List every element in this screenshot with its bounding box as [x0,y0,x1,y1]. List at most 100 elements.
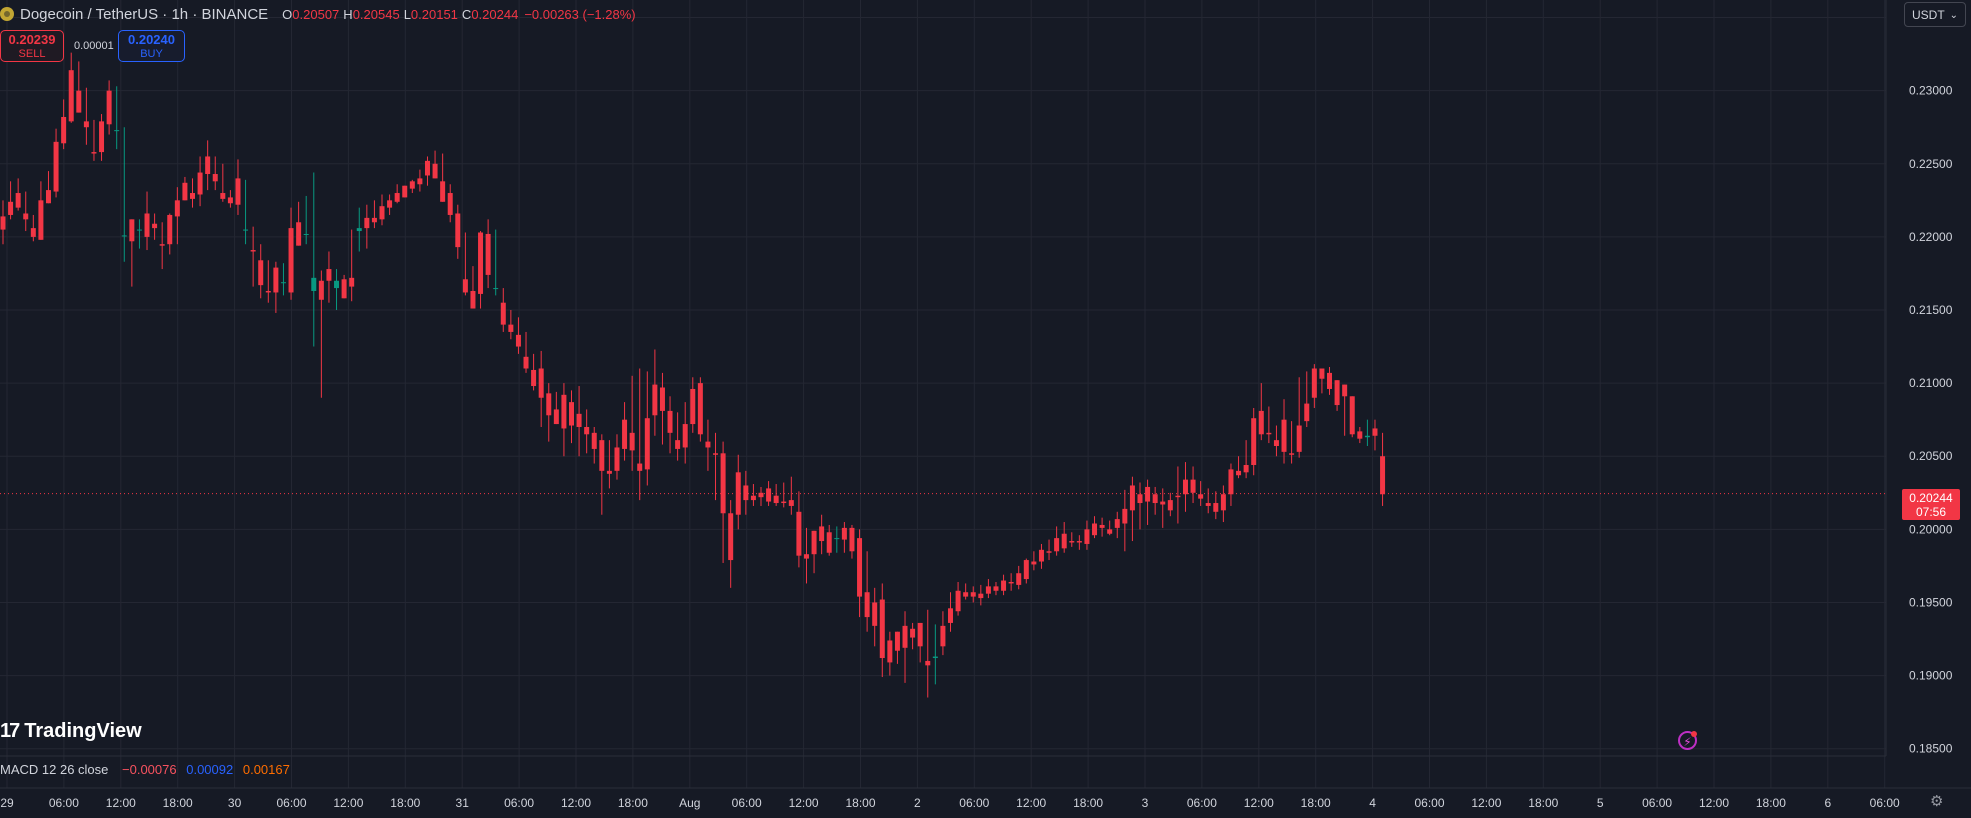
candle-body [773,495,779,504]
candle-body [379,206,385,220]
candle-body [743,485,749,501]
candle-body [220,193,226,199]
candle-body [1069,541,1075,543]
candle-body [932,656,938,659]
currency-label: USDT [1912,8,1945,22]
candle-body [1084,529,1090,544]
candle-body [523,356,529,369]
candle-body [417,178,423,185]
tradingview-logo[interactable]: 17 TradingView [0,720,142,743]
buy-button[interactable]: 0.20240 BUY [118,30,185,62]
candle-body [758,492,764,498]
time-tick-label: 12:00 [789,796,819,810]
currency-selector[interactable]: USDT ⌄ [1904,2,1966,27]
candle-body [1046,551,1052,553]
time-tick-label: 06:00 [732,796,762,810]
price-axis[interactable]: 0.235000.230000.225000.220000.215000.210… [1909,11,1953,756]
time-tick-label: 6 [1824,796,1831,810]
candle-body [1319,368,1325,379]
candle-body [1228,469,1234,495]
candle-body [227,197,233,204]
candle-body [584,426,590,435]
candle-body [68,70,74,122]
time-axis[interactable]: 29 06:00 12:00 18:00 30 06:00 12:00 18:00 31 06:0… [0,796,1900,810]
candle-body [318,280,324,300]
candle-body [1160,501,1166,505]
candle-body [8,201,14,215]
time-tick-label: 06:00 [1414,796,1444,810]
time-tick-label: 29 [0,796,14,810]
macd-legend[interactable]: MACD 12 26 close −0.00076 0.00092 0.0016… [0,762,296,777]
time-tick-label: 06:00 [276,796,306,810]
candle-body [470,290,476,309]
candle-body [614,447,620,471]
macd-histogram-value: −0.00076 [122,762,177,777]
candle-body [1152,494,1158,504]
candle-body [622,419,628,449]
candle-body [599,440,605,471]
sell-button[interactable]: 0.20239 SELL [0,30,64,62]
candle-body [136,229,142,231]
candle-body [334,280,340,289]
candle-body [1357,431,1363,439]
candle-body [91,152,97,154]
tradingview-logo-icon: 17 [0,720,20,742]
candle-body [803,554,809,559]
gear-icon[interactable]: ⚙ [1930,793,1944,810]
candle-body [258,260,264,286]
open-value: 0.20507 [292,6,340,22]
candle-body [1190,479,1196,493]
candle-body [1107,529,1113,534]
candle-body [394,193,400,202]
candle-body [485,233,491,275]
candle-body [288,228,294,293]
high-value: 0.20545 [352,6,400,22]
lightning-icon[interactable]: ⚡ [1678,731,1697,750]
candle-body [879,599,885,659]
candle-body [705,441,711,448]
candle-body [697,383,703,435]
candle-body [99,121,105,153]
time-tick-label: 18:00 [1301,796,1331,810]
candle-body [265,290,271,293]
candle-body [811,530,817,555]
candle-body [735,472,741,515]
candle-body [500,302,506,325]
candle-body [834,538,840,540]
candle-body [1251,418,1257,466]
price-tick-label: 0.23000 [1909,84,1953,98]
candle-body [53,141,59,192]
price-tick-label: 0.18500 [1909,742,1953,756]
time-tick-label: 18:00 [845,796,875,810]
candle-body [788,500,794,506]
candle-body [940,625,946,647]
candle-body [963,592,969,597]
chevron-down-icon: ⌄ [1949,10,1958,21]
candle-body [515,334,521,347]
candle-body [1076,541,1082,543]
candle-body [15,193,21,208]
candle-body [561,394,567,429]
candle-body [205,156,211,175]
spread-value: 0.00001 [74,40,114,52]
candle-body [508,324,514,332]
price-tick-label: 0.21000 [1909,376,1953,390]
candle-body [1001,580,1007,591]
candle-body [121,235,127,237]
chart-grid [0,0,1886,788]
candle-body [652,384,658,416]
price-tick-label: 0.22000 [1909,230,1953,244]
close-label: C [461,6,472,22]
time-tick-label: 06:00 [1870,796,1900,810]
time-tick-label: 18:00 [1528,796,1558,810]
candle-body [637,463,643,471]
candle-body [667,410,673,433]
symbol-title[interactable]: Dogecoin / TetherUS · 1h · BINANCE [20,5,269,23]
candle-body [455,213,461,248]
candle-body [250,250,256,252]
candle-body [1092,523,1098,536]
candle-body [174,200,180,217]
candle-body [1008,581,1014,584]
candle-body [948,608,953,623]
